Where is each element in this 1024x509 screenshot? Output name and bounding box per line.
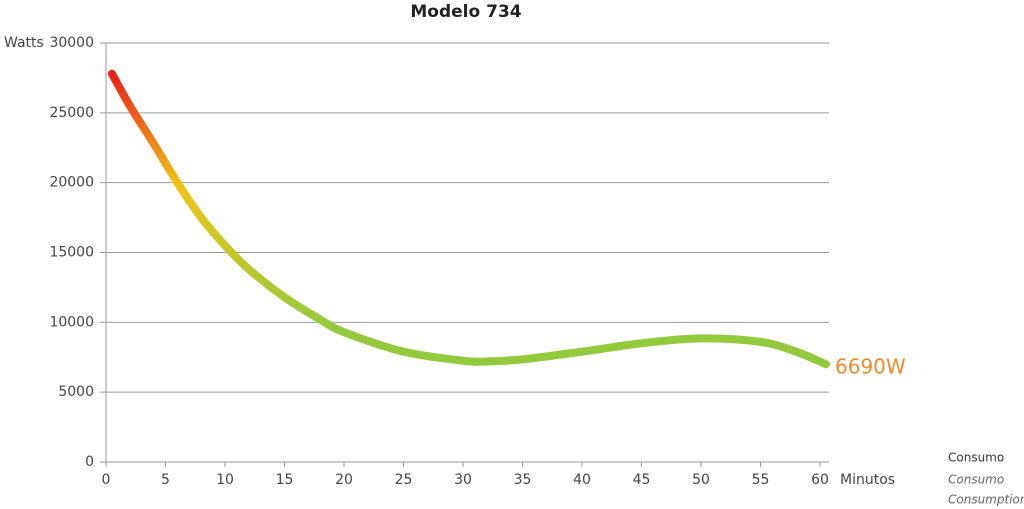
y-axis-label: Watts xyxy=(4,35,44,51)
x-tick-label: 45 xyxy=(633,472,651,488)
y-tick-label: 10000 xyxy=(49,314,94,330)
x-tick-label: 35 xyxy=(514,472,532,488)
x-tick-label: 30 xyxy=(454,472,472,488)
legend-label: Consumo xyxy=(948,451,1004,465)
x-tick-label: 55 xyxy=(752,472,770,488)
x-tick-label: 60 xyxy=(811,472,829,488)
y-tick-label: 15000 xyxy=(49,245,94,261)
x-tick-label: 0 xyxy=(102,472,111,488)
x-axis-label: Minutos xyxy=(840,472,895,488)
y-tick-label: 5000 xyxy=(58,384,94,400)
x-tick-label: 25 xyxy=(395,472,413,488)
y-tick-label: 20000 xyxy=(49,175,94,191)
x-tick-label: 20 xyxy=(335,472,353,488)
y-tick-label: 25000 xyxy=(49,105,94,121)
x-tick-label: 15 xyxy=(276,472,294,488)
x-tick-label: 5 xyxy=(161,472,170,488)
x-tick-label: 40 xyxy=(573,472,591,488)
annotation: 6690W xyxy=(835,355,906,379)
line-series xyxy=(107,69,830,369)
legend-subtitle: Consumption xyxy=(948,493,1024,507)
legend-subtitle: Consumo xyxy=(948,473,1004,487)
y-tick-label: 30000 xyxy=(49,35,94,51)
chart-title: Modelo 734 xyxy=(410,2,521,22)
x-tick-label: 50 xyxy=(692,472,710,488)
y-tick-label: 0 xyxy=(85,454,94,470)
x-tick-label: 10 xyxy=(216,472,234,488)
